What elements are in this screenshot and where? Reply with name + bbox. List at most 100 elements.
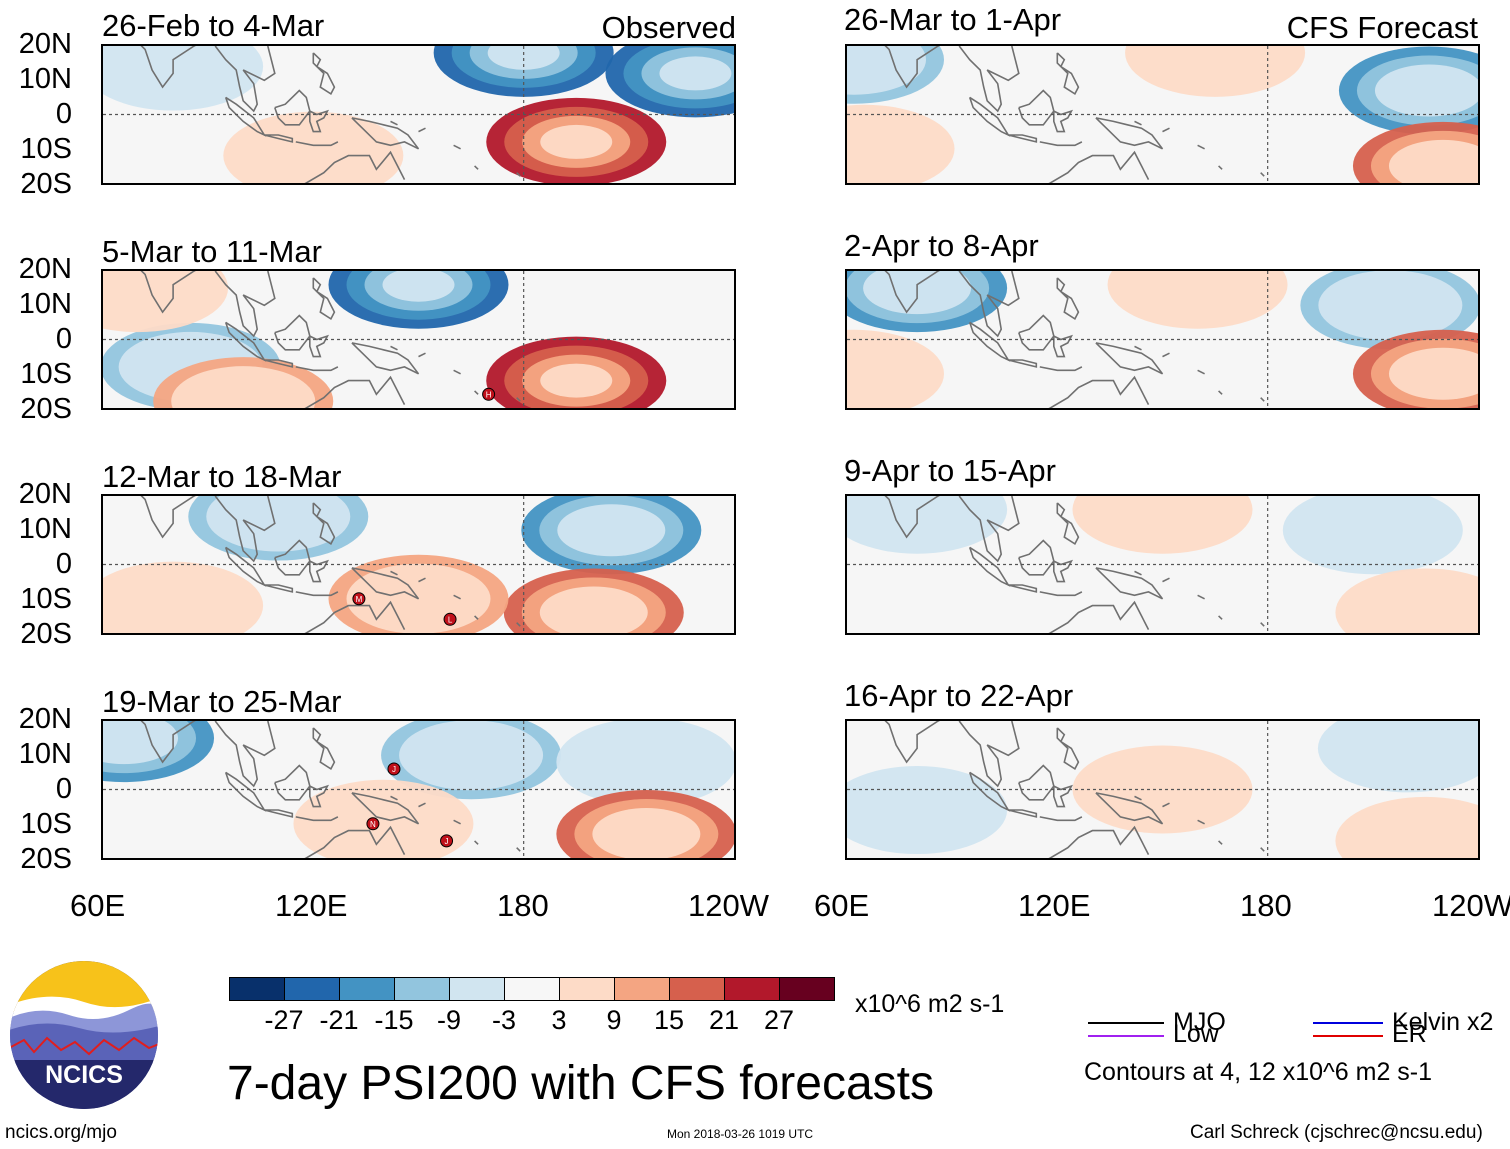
storm-marker-1-0: H [482, 387, 496, 401]
coastline-1-1 [214, 271, 276, 338]
coastline-2-9 [295, 591, 339, 597]
anomaly-1-3-shade-0 [103, 271, 229, 333]
lat-tick-row1-1: 10N [18, 288, 72, 320]
coastline-5-5 [1053, 334, 1074, 358]
coastline-2-7 [351, 567, 420, 600]
footer-timestamp: Mon 2018-03-26 1019 UTC [667, 1127, 814, 1141]
map-panel-1: H [101, 269, 736, 410]
map-panel-7 [845, 719, 1480, 860]
lat-tick-row1-3: 10S [20, 358, 72, 390]
coastline-4-8 [1048, 150, 1150, 183]
anomaly-1-0-shade-3 [382, 271, 455, 302]
anomaly-5-2-shade-0 [1107, 271, 1288, 329]
coastline-1-3 [264, 359, 294, 368]
coastline-3-10 [453, 819, 461, 825]
coastline-2-8 [304, 600, 406, 633]
lat-tick-row3-2: 0 [55, 773, 72, 805]
coastline-1-12 [516, 397, 521, 402]
colorbar-label-8: 21 [708, 1005, 740, 1035]
coastline-7-14 [1134, 795, 1142, 801]
colorbar-label-4: -3 [491, 1005, 516, 1035]
storm-label-3-0: J [392, 765, 396, 774]
coastline-4-7 [1095, 117, 1164, 150]
anomaly-4-0-shade-2 [1374, 64, 1478, 117]
colorbar-label-3: -9 [436, 1005, 461, 1035]
colorbar-box-9 [724, 977, 780, 1001]
coastline-4-1 [958, 46, 1020, 113]
lat-tick-row0-3: 10S [20, 133, 72, 165]
coastline-7-12 [1260, 847, 1265, 852]
coastline-5-7 [1095, 342, 1164, 375]
coastline-3-4 [274, 764, 311, 801]
coastline-4-12 [1260, 172, 1265, 177]
lon-tick-120e-right: 120E [1018, 888, 1091, 923]
map-panel-3-svg: J N J [103, 721, 734, 858]
coastline-5-6 [1056, 277, 1080, 321]
colorbar-box-5 [504, 977, 560, 1001]
coastline-3-8 [304, 825, 406, 858]
anomaly-6-2-shade-0 [1335, 568, 1478, 633]
chart-title: 7-day PSI200 with CFS forecasts [227, 1057, 934, 1110]
coastline-6-8 [1048, 600, 1150, 633]
lat-tick-row2-0: 20N [18, 478, 72, 510]
coastline-2-2 [224, 546, 267, 587]
lon-tick-120w-right: 120W [1432, 888, 1510, 923]
legend-label-mjo: MJO [1173, 1008, 1226, 1036]
coastline-2-1 [214, 496, 276, 563]
legend-swatch-kelvin [1313, 1022, 1383, 1024]
lat-tick-row1-0: 20N [18, 253, 72, 285]
coastline-0-5 [309, 109, 330, 133]
anomaly-5-1-shade-1 [1318, 271, 1463, 341]
coastline-7-3 [1008, 809, 1038, 818]
anomaly-3-3-shade-2 [592, 808, 701, 858]
map-panel-3: J N J [101, 719, 736, 860]
coastline-4-11 [1218, 165, 1223, 170]
coastline-6-14 [1134, 570, 1142, 576]
map-panel-0-svg [103, 46, 734, 183]
coastline-7-8 [1048, 825, 1150, 858]
coastline-5-11 [1218, 390, 1223, 395]
coastline-4-2 [968, 96, 1011, 137]
column-label-cfs-forecast: CFS Forecast [1286, 10, 1478, 45]
coastline-6-2 [968, 546, 1011, 587]
storm-marker-2-0: M [352, 592, 366, 606]
colorbar-units: x10^6 m2 s-1 [855, 990, 1005, 1018]
legend-label-er: ER [1392, 1020, 1427, 1048]
coastline-2-14 [390, 570, 398, 576]
anomaly-5-4-shade-0 [847, 329, 944, 408]
coastline-6-9 [1039, 591, 1083, 597]
coastline-5-9 [1039, 366, 1083, 372]
coastline-1-9 [295, 366, 339, 372]
coastline-4-3 [1008, 134, 1038, 143]
lat-tick-row2-4: 20S [20, 618, 72, 650]
coastline-5-10 [1197, 369, 1205, 375]
anomaly-3-2-shade-0 [556, 721, 734, 807]
colorbar-label-2: -15 [374, 1005, 414, 1035]
colorbar-label-1: -21 [319, 1005, 359, 1035]
colorbar-label-7: 15 [653, 1005, 685, 1035]
coastline-3-3 [264, 809, 294, 818]
coastline-6-6 [1056, 502, 1080, 546]
storm-circle-3-2 [440, 834, 454, 848]
coastline-2-12 [516, 622, 521, 627]
colorbar-box-8 [669, 977, 725, 1001]
coastline-7-6 [1056, 727, 1080, 771]
coastline-3-7 [351, 792, 420, 825]
coastline-6-10 [1197, 594, 1205, 600]
colorbar-box-0 [229, 977, 285, 1001]
coastline-4-10 [1197, 144, 1205, 150]
coastline-6-7 [1095, 567, 1164, 600]
coastline-1-5 [309, 334, 330, 358]
legend-label-kelvin: Kelvin x2 [1392, 1008, 1494, 1036]
colorbar-box-4 [449, 977, 505, 1001]
map-panel-2-svg: ML [103, 496, 734, 633]
anomaly-6-3-shade-0 [1072, 496, 1253, 554]
coastline-0-3 [264, 134, 294, 143]
footer-url[interactable]: ncics.org/mjo [5, 1122, 117, 1143]
storm-circle-3-0 [387, 762, 401, 776]
storm-circle-2-1 [443, 612, 457, 626]
coastline-3-11 [474, 840, 479, 845]
lat-tick-row3-0: 20N [18, 703, 72, 735]
coastline-1-14 [390, 345, 398, 351]
coastline-4-6 [1056, 52, 1080, 96]
